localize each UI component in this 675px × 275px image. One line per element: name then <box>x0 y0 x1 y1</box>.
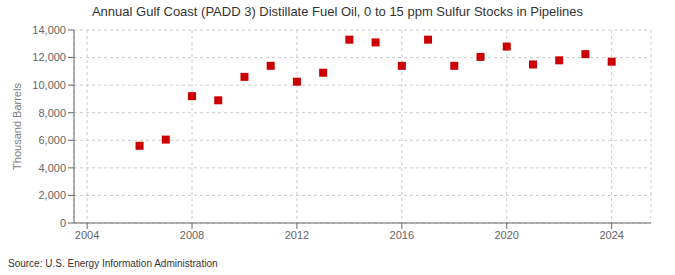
svg-text:2020: 2020 <box>495 229 519 241</box>
html-text:Source: U.S. Energy Informatio: Source: U.S. Energy Information Administ… <box>8 258 218 269</box>
svg-text:2004: 2004 <box>75 229 99 241</box>
svg-text:4,000: 4,000 <box>38 162 66 174</box>
svg-text:2012: 2012 <box>285 229 309 241</box>
svg-text:2008: 2008 <box>180 229 204 241</box>
svg-text:12,000: 12,000 <box>32 51 66 63</box>
svg-text:10,000: 10,000 <box>32 79 66 91</box>
svg-text:2024: 2024 <box>599 229 623 241</box>
html-text:Annual Gulf Coast (PADD 3) Dis: Annual Gulf Coast (PADD 3) Distillate Fu… <box>92 4 583 19</box>
svg-text:Thousand Barrels: Thousand Barrels <box>11 83 23 170</box>
svg-text:2,000: 2,000 <box>38 189 66 201</box>
svg-text:8,000: 8,000 <box>38 107 66 119</box>
svg-text:6,000: 6,000 <box>38 134 66 146</box>
svg-text:0: 0 <box>60 217 66 229</box>
svg-text:2016: 2016 <box>390 229 414 241</box>
svg-text:14,000: 14,000 <box>32 24 66 36</box>
